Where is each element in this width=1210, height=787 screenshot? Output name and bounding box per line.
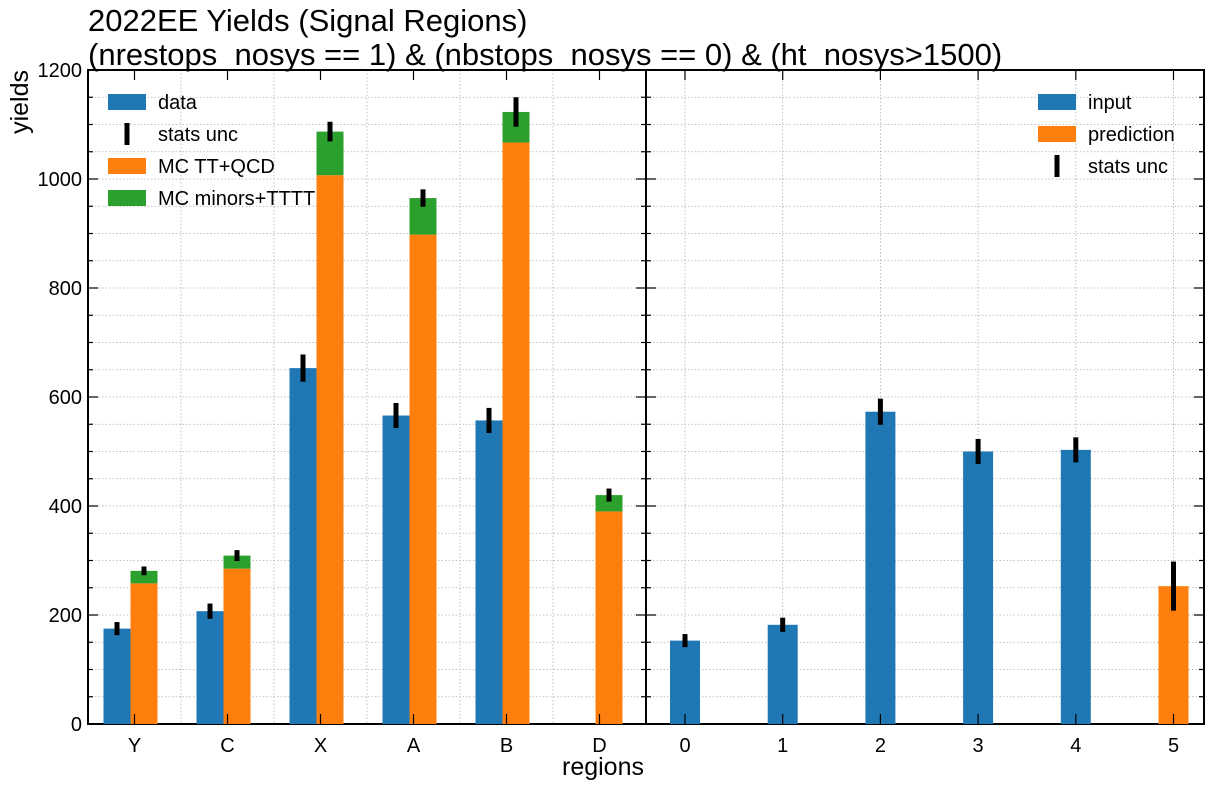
data-bar xyxy=(382,415,410,724)
x-tick-label: B xyxy=(500,735,513,757)
y-tick-label: 200 xyxy=(49,605,82,627)
legend-mc-minors-swatch xyxy=(108,190,146,206)
mc-tt-qcd-bar xyxy=(409,234,437,724)
mc-tt-qcd-bar xyxy=(502,142,530,725)
x-tick-label: 3 xyxy=(973,735,984,757)
input-bar xyxy=(670,640,700,724)
x-tick-label: 5 xyxy=(1168,735,1179,757)
mc-tt-qcd-bar xyxy=(130,583,158,724)
data-bar xyxy=(289,368,317,724)
x-tick-label: 1 xyxy=(777,735,788,757)
y-tick-label: 600 xyxy=(49,387,82,409)
legend-data-label: data xyxy=(158,92,198,114)
legend-stats-unc-label: stats unc xyxy=(158,124,238,146)
x-tick-label: 4 xyxy=(1070,735,1081,757)
x-tick-label: C xyxy=(220,735,234,757)
x-tick-label: 0 xyxy=(679,735,690,757)
input-bar xyxy=(1060,449,1091,724)
x-tick-label: A xyxy=(407,735,421,757)
legend-mc-tt-qcd-label: MC TT+QCD xyxy=(158,156,275,178)
y-tick-label: 1200 xyxy=(38,60,83,82)
legend-input-swatch xyxy=(1038,94,1076,110)
legend-mc-minors-label: MC minors+TTTT xyxy=(158,188,315,210)
mc-tt-qcd-bar xyxy=(316,175,344,724)
data-bar xyxy=(475,420,503,724)
data-bar xyxy=(103,628,131,724)
input-bar xyxy=(963,451,994,724)
legend-prediction-label: prediction xyxy=(1088,124,1175,146)
x-axis-label: regions xyxy=(562,753,644,781)
chart-title-line1: 2022EE Yields (Signal Regions) xyxy=(88,3,527,38)
mc-tt-qcd-bar xyxy=(223,568,251,724)
legend-data-swatch xyxy=(108,94,146,110)
legend-input-label: input xyxy=(1088,92,1132,114)
legend-stats-unc-label: stats unc xyxy=(1088,156,1168,178)
x-tick-label: 2 xyxy=(875,735,886,757)
data-bar xyxy=(196,611,224,724)
chart-title-line2: (nrestops_nosys == 1) & (nbstops_nosys =… xyxy=(88,37,1002,72)
mc-minors-bar xyxy=(130,570,158,584)
right-panel: 0 1 2 3 4 5 input prediction stats unc xyxy=(645,69,1205,757)
y-tick-label: 0 xyxy=(71,714,82,736)
legend-mc-tt-qcd-swatch xyxy=(108,158,146,174)
mc-minors-bar xyxy=(595,495,623,512)
mc-minors-bar xyxy=(223,555,251,569)
x-tick-label: X xyxy=(314,735,327,757)
y-axis-label: yields xyxy=(6,70,34,134)
input-bar xyxy=(767,624,798,724)
mc-tt-qcd-bar xyxy=(595,511,623,724)
x-tick-label: D xyxy=(592,735,606,757)
x-tick-label: Y xyxy=(128,735,141,757)
y-tick-label: 1000 xyxy=(38,169,83,191)
legend-prediction-swatch xyxy=(1038,126,1076,142)
input-bar xyxy=(865,411,896,724)
y-tick-label: 800 xyxy=(49,278,82,300)
y-tick-label: 400 xyxy=(49,496,82,518)
left-panel: Y C X A B D 0 200 400 600 800 1000 1200 data stats unc… xyxy=(38,60,647,757)
